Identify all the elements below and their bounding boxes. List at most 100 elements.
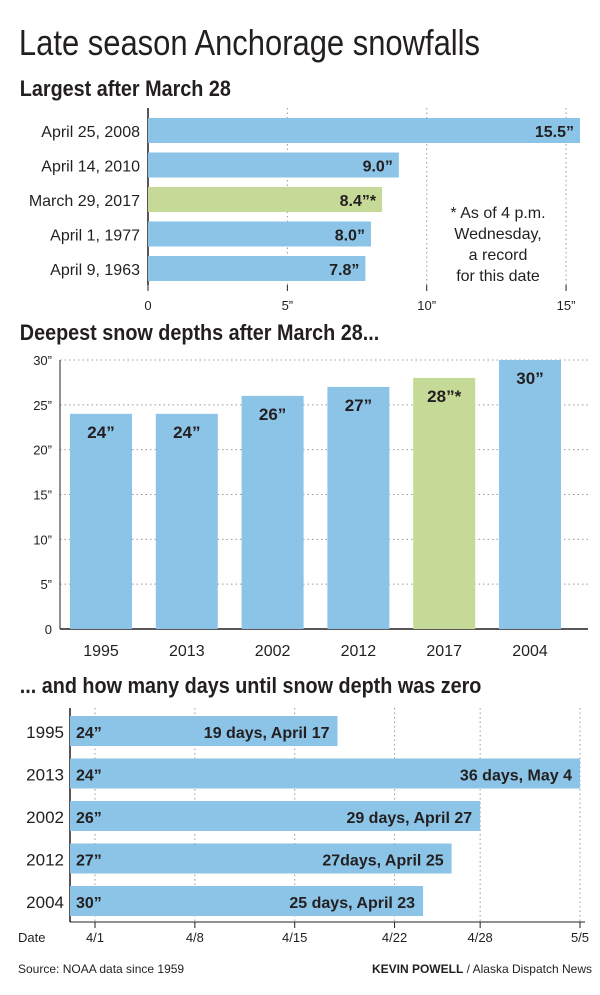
chart2-y-tick-label: 30” xyxy=(33,353,52,368)
chart3-x-tick-label: 4/1 xyxy=(86,930,104,945)
chart1-bar xyxy=(148,187,383,212)
chart2-y-tick-label: 15” xyxy=(33,488,52,503)
chart2-bar xyxy=(70,413,132,629)
chart3-value-label: 29 days, April 27 xyxy=(346,810,472,827)
chart2-category-labels: 1995 2013 2002 2012 2017 2004 xyxy=(83,643,548,660)
source-note: Source: NOAA data since 1959 xyxy=(18,962,184,976)
chart3-category-labels: 1995 2013 2002 2012 2004 xyxy=(26,723,64,912)
chart2-bar xyxy=(241,395,304,629)
chart2-value-label: 26” xyxy=(259,405,286,424)
chart1-x-tick-labels: 0 5” 10” 15” xyxy=(144,298,575,313)
chart3-depth-label: 24” xyxy=(76,725,102,742)
chart3-value-labels: 19 days, April 17 36 days, May 4 29 days, … xyxy=(204,725,572,912)
chart3-category-label: 2012 xyxy=(26,851,64,870)
chart2-y-tick-label: 0 xyxy=(45,622,52,637)
chart3-x-axis-label: Date xyxy=(18,930,45,945)
chart2-value-label: 24” xyxy=(173,423,200,442)
chart2-bar xyxy=(413,377,476,629)
chart-deepest-depths: Deepest snow depths after March 28... 24… xyxy=(20,321,588,660)
chart3-x-tick-labels: 4/1 4/8 4/15 4/22 4/28 5/5 xyxy=(86,930,589,945)
chart1-title: Largest after March 28 xyxy=(20,77,231,101)
chart1-value-label: 9.0” xyxy=(363,159,393,176)
chart-days-until-zero: ... and how many days until snow depth w… xyxy=(18,674,589,945)
chart1-value-labels: 15.5” 9.0” 8.4”* 8.0” 7.8” xyxy=(329,124,574,279)
chart2-value-label: 24” xyxy=(87,423,114,442)
chart1-category-label: April 25, 2008 xyxy=(41,124,140,141)
main-title: Late season Anchorage snowfalls xyxy=(19,24,480,64)
chart2-y-tick-label: 25” xyxy=(33,398,52,413)
chart1-value-label: 8.0” xyxy=(335,228,365,245)
chart2-y-tick-label: 10” xyxy=(33,532,52,547)
chart2-value-labels: 24” 24” 26” 27” 28”* 30” xyxy=(87,369,543,442)
chart2-y-tick-label: 5” xyxy=(40,577,52,592)
chart3-x-tick-label: 4/22 xyxy=(382,930,407,945)
chart2-value-label: 30” xyxy=(516,369,543,388)
chart1-category-label: March 29, 2017 xyxy=(29,193,140,210)
chart1-x-tick-label: 5” xyxy=(282,298,294,313)
chart1-annotation-line: for this date xyxy=(456,268,540,285)
chart2-category-label: 2002 xyxy=(255,643,291,660)
chart1-annotation-line: Wednesday, xyxy=(454,226,541,243)
chart1-x-tick-label: 10” xyxy=(417,298,436,313)
chart1-bar xyxy=(148,152,399,178)
chart3-x-tick-label: 4/28 xyxy=(467,930,492,945)
chart2-bars xyxy=(70,360,561,629)
chart2-title: Deepest snow depths after March 28... xyxy=(20,321,379,345)
chart1-value-label: 7.8” xyxy=(329,262,359,279)
chart1-value-label: 15.5” xyxy=(535,124,574,141)
chart1-category-label: April 14, 2010 xyxy=(41,159,140,176)
chart1-value-label: 8.4”* xyxy=(340,193,377,210)
chart-largest-snowfalls: Largest after March 28 April 25, 2008Apr… xyxy=(20,77,580,313)
chart3-bar xyxy=(70,716,338,746)
chart3-x-tick-label: 4/15 xyxy=(282,930,307,945)
credit-name: KEVIN POWELL xyxy=(372,962,463,976)
chart2-value-label: 28”* xyxy=(427,387,461,406)
chart3-bar xyxy=(70,801,481,831)
chart1-bar xyxy=(148,256,366,281)
chart1-bar xyxy=(148,221,371,247)
chart1-bar xyxy=(148,118,580,143)
chart1-bars xyxy=(148,118,580,281)
chart3-depth-label: 26” xyxy=(76,810,102,827)
chart2-y-tick-labels: 0 5” 10” 15” 20” 25” 30” xyxy=(33,353,52,637)
chart2-category-label: 2004 xyxy=(512,643,548,660)
chart3-depth-labels: 24” 24” 26” 27” 30” xyxy=(76,725,102,912)
chart3-category-label: 1995 xyxy=(26,723,64,742)
chart2-bar xyxy=(155,413,218,629)
chart3-bar xyxy=(70,886,424,916)
chart1-category-label: April 1, 1977 xyxy=(50,228,140,245)
chart3-value-label: 36 days, May 4 xyxy=(460,768,572,785)
chart2-category-label: 2017 xyxy=(426,643,462,660)
chart3-bars xyxy=(70,716,580,916)
chart1-annotation-line: * As of 4 p.m. xyxy=(450,205,545,222)
chart3-x-tick-label: 5/5 xyxy=(571,930,589,945)
chart2-category-label: 1995 xyxy=(83,643,119,660)
chart3-bar xyxy=(70,843,452,874)
chart2-category-label: 2012 xyxy=(341,643,377,660)
credit: KEVIN POWELL / Alaska Dispatch News xyxy=(372,962,592,976)
chart1-annotation-line: a record xyxy=(469,247,528,264)
chart3-bar xyxy=(70,758,580,789)
chart3-category-label: 2013 xyxy=(26,766,64,785)
chart3-value-label: 27days, April 25 xyxy=(322,853,443,870)
chart3-value-label: 25 days, April 23 xyxy=(289,895,415,912)
chart1-category-label: April 9, 1963 xyxy=(50,262,140,279)
credit-org: / Alaska Dispatch News xyxy=(463,962,592,976)
chart3-title: ... and how many days until snow depth w… xyxy=(20,674,482,698)
chart3-value-label: 19 days, April 17 xyxy=(204,725,330,742)
chart3-category-label: 2004 xyxy=(26,893,64,912)
chart2-bar xyxy=(327,386,390,629)
chart1-annotation: * As of 4 p.m. Wednesday, a record for this… xyxy=(450,205,545,285)
chart1-x-tick-label: 15” xyxy=(557,298,576,313)
chart1-x-tick-label: 0 xyxy=(144,298,151,313)
chart3-x-tick-label: 4/8 xyxy=(186,930,204,945)
chart3-category-label: 2002 xyxy=(26,808,64,827)
chart3-depth-label: 24” xyxy=(76,768,102,785)
chart3-depth-label: 27” xyxy=(76,853,102,870)
chart2-value-label: 27” xyxy=(345,396,372,415)
chart3-depth-label: 30” xyxy=(76,895,102,912)
chart2-bar xyxy=(499,360,561,629)
chart1-category-labels: April 25, 2008 April 14, 2010 March 29, 20… xyxy=(29,124,140,279)
chart2-category-label: 2013 xyxy=(169,643,205,660)
